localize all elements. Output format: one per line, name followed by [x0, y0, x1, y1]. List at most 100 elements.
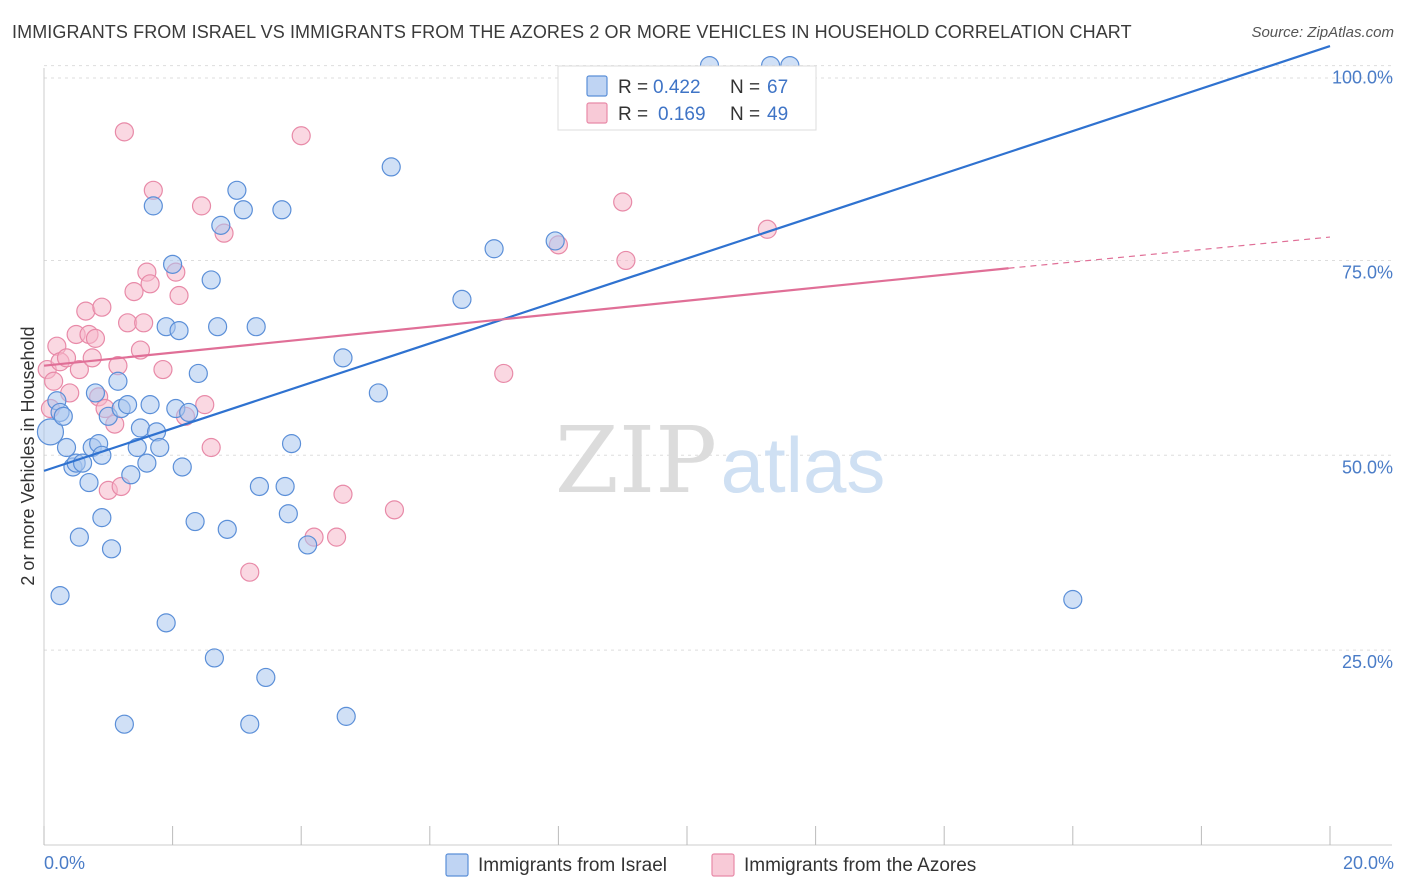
x-tick-label-min: 0.0% — [44, 853, 85, 873]
data-point-israel — [188, 363, 208, 384]
data-point-israel — [163, 254, 183, 274]
data-point-israel — [121, 465, 141, 485]
data-point-israel — [227, 180, 247, 200]
series-legend: Immigrants from Israel Immigrants from t… — [445, 853, 976, 877]
data-point-israel — [185, 511, 205, 532]
y-tick-label: 75.0% — [1342, 262, 1393, 282]
watermark: ZIP atlas — [555, 407, 885, 514]
series-israel-points — [36, 55, 1083, 734]
data-point-israel — [240, 714, 260, 734]
data-point-azores — [117, 313, 138, 333]
data-point-azores — [494, 363, 514, 384]
trend-lines — [43, 45, 1331, 472]
data-point-israel — [217, 519, 237, 539]
data-point-israel — [101, 539, 122, 559]
data-point-israel — [333, 348, 353, 368]
data-point-azores — [92, 297, 112, 317]
data-point-azores — [384, 500, 405, 520]
data-point-azores — [69, 359, 89, 380]
x-tick-labels: 0.0% 20.0% — [44, 853, 1394, 873]
legend-swatch-azores — [586, 102, 608, 124]
data-point-israel — [368, 383, 388, 403]
axes — [43, 68, 1392, 846]
legend-n-value-azores: 49 — [767, 104, 788, 125]
data-point-azores — [291, 126, 311, 146]
bottom-legend-label-azores[interactable]: Immigrants from the Azores — [744, 855, 976, 876]
chart-title: IMMIGRANTS FROM ISRAEL VS IMMIGRANTS FRO… — [12, 22, 1132, 42]
data-point-azores — [169, 285, 189, 306]
data-point-azores — [114, 122, 134, 142]
y-tick-label: 25.0% — [1342, 652, 1393, 672]
legend-n-label: N = — [730, 77, 760, 98]
data-point-israel — [249, 476, 270, 497]
data-point-israel — [130, 418, 151, 438]
data-point-azores — [195, 395, 215, 415]
data-point-israel — [36, 418, 65, 446]
data-point-israel — [208, 317, 228, 337]
data-point-israel — [114, 714, 134, 734]
data-point-israel — [233, 200, 253, 220]
data-point-israel — [278, 504, 298, 524]
bottom-legend-swatch-azores[interactable] — [711, 853, 735, 877]
data-point-israel — [256, 667, 276, 688]
data-point-israel — [117, 395, 138, 415]
bottom-legend-label-israel[interactable]: Immigrants from Israel — [478, 855, 667, 876]
data-point-israel — [108, 371, 128, 391]
data-point-israel — [53, 406, 73, 426]
data-point-israel — [484, 239, 504, 259]
data-point-israel — [79, 472, 99, 493]
data-point-israel — [92, 508, 112, 528]
data-point-azores — [616, 250, 636, 271]
data-point-israel — [69, 527, 89, 547]
watermark-atlas: atlas — [721, 421, 886, 509]
data-point-israel — [50, 585, 70, 606]
data-point-azores — [76, 301, 96, 321]
data-point-israel — [545, 231, 565, 251]
data-point-israel — [336, 706, 356, 726]
data-point-azores — [201, 437, 221, 458]
y-axis-label: 2 or more Vehicles in Household — [18, 326, 38, 585]
data-point-israel — [1063, 589, 1083, 610]
y-tick-labels: 25.0% 50.0% 75.0% 100.0% — [1332, 68, 1393, 673]
data-point-israel — [204, 648, 224, 668]
data-point-israel — [272, 200, 292, 220]
data-point-israel — [85, 383, 106, 403]
data-point-israel — [56, 437, 77, 458]
legend-r-label: R = — [618, 77, 648, 98]
data-point-israel — [137, 453, 157, 473]
data-point-israel — [281, 434, 302, 454]
data-point-israel — [179, 402, 199, 423]
data-point-israel — [156, 613, 176, 633]
data-point-israel — [381, 157, 401, 177]
data-point-azores — [85, 328, 106, 348]
data-point-israel — [172, 457, 192, 477]
data-point-israel — [246, 317, 266, 337]
gridlines — [44, 65, 1392, 651]
data-point-azores — [191, 196, 212, 216]
data-point-azores — [326, 527, 347, 547]
data-point-israel — [298, 535, 318, 555]
data-point-israel — [150, 437, 170, 458]
data-point-azores — [240, 562, 260, 582]
trend-line-israel — [43, 45, 1331, 472]
data-point-azores — [44, 371, 64, 391]
data-point-israel — [275, 476, 295, 497]
data-point-azores — [82, 348, 102, 368]
trend-line-azores — [43, 267, 1009, 367]
data-point-azores — [134, 313, 154, 333]
data-point-israel — [140, 395, 160, 415]
data-point-azores — [333, 484, 353, 504]
trend-line-azores-extension — [1008, 236, 1331, 269]
legend-n-value-israel: 67 — [767, 77, 788, 98]
y-tick-label: 100.0% — [1332, 68, 1393, 88]
data-point-israel — [452, 289, 472, 310]
x-tick-label-max: 20.0% — [1343, 853, 1394, 873]
data-point-israel — [143, 196, 163, 216]
bottom-legend-swatch-israel[interactable] — [445, 853, 469, 877]
legend-n-label: N = — [730, 104, 760, 125]
y-tick-label: 50.0% — [1342, 457, 1393, 477]
legend-r-value-azores: 0.169 — [658, 104, 706, 125]
legend-swatch-israel — [586, 75, 608, 97]
legend-r-value-israel: 0.422 — [653, 77, 701, 98]
